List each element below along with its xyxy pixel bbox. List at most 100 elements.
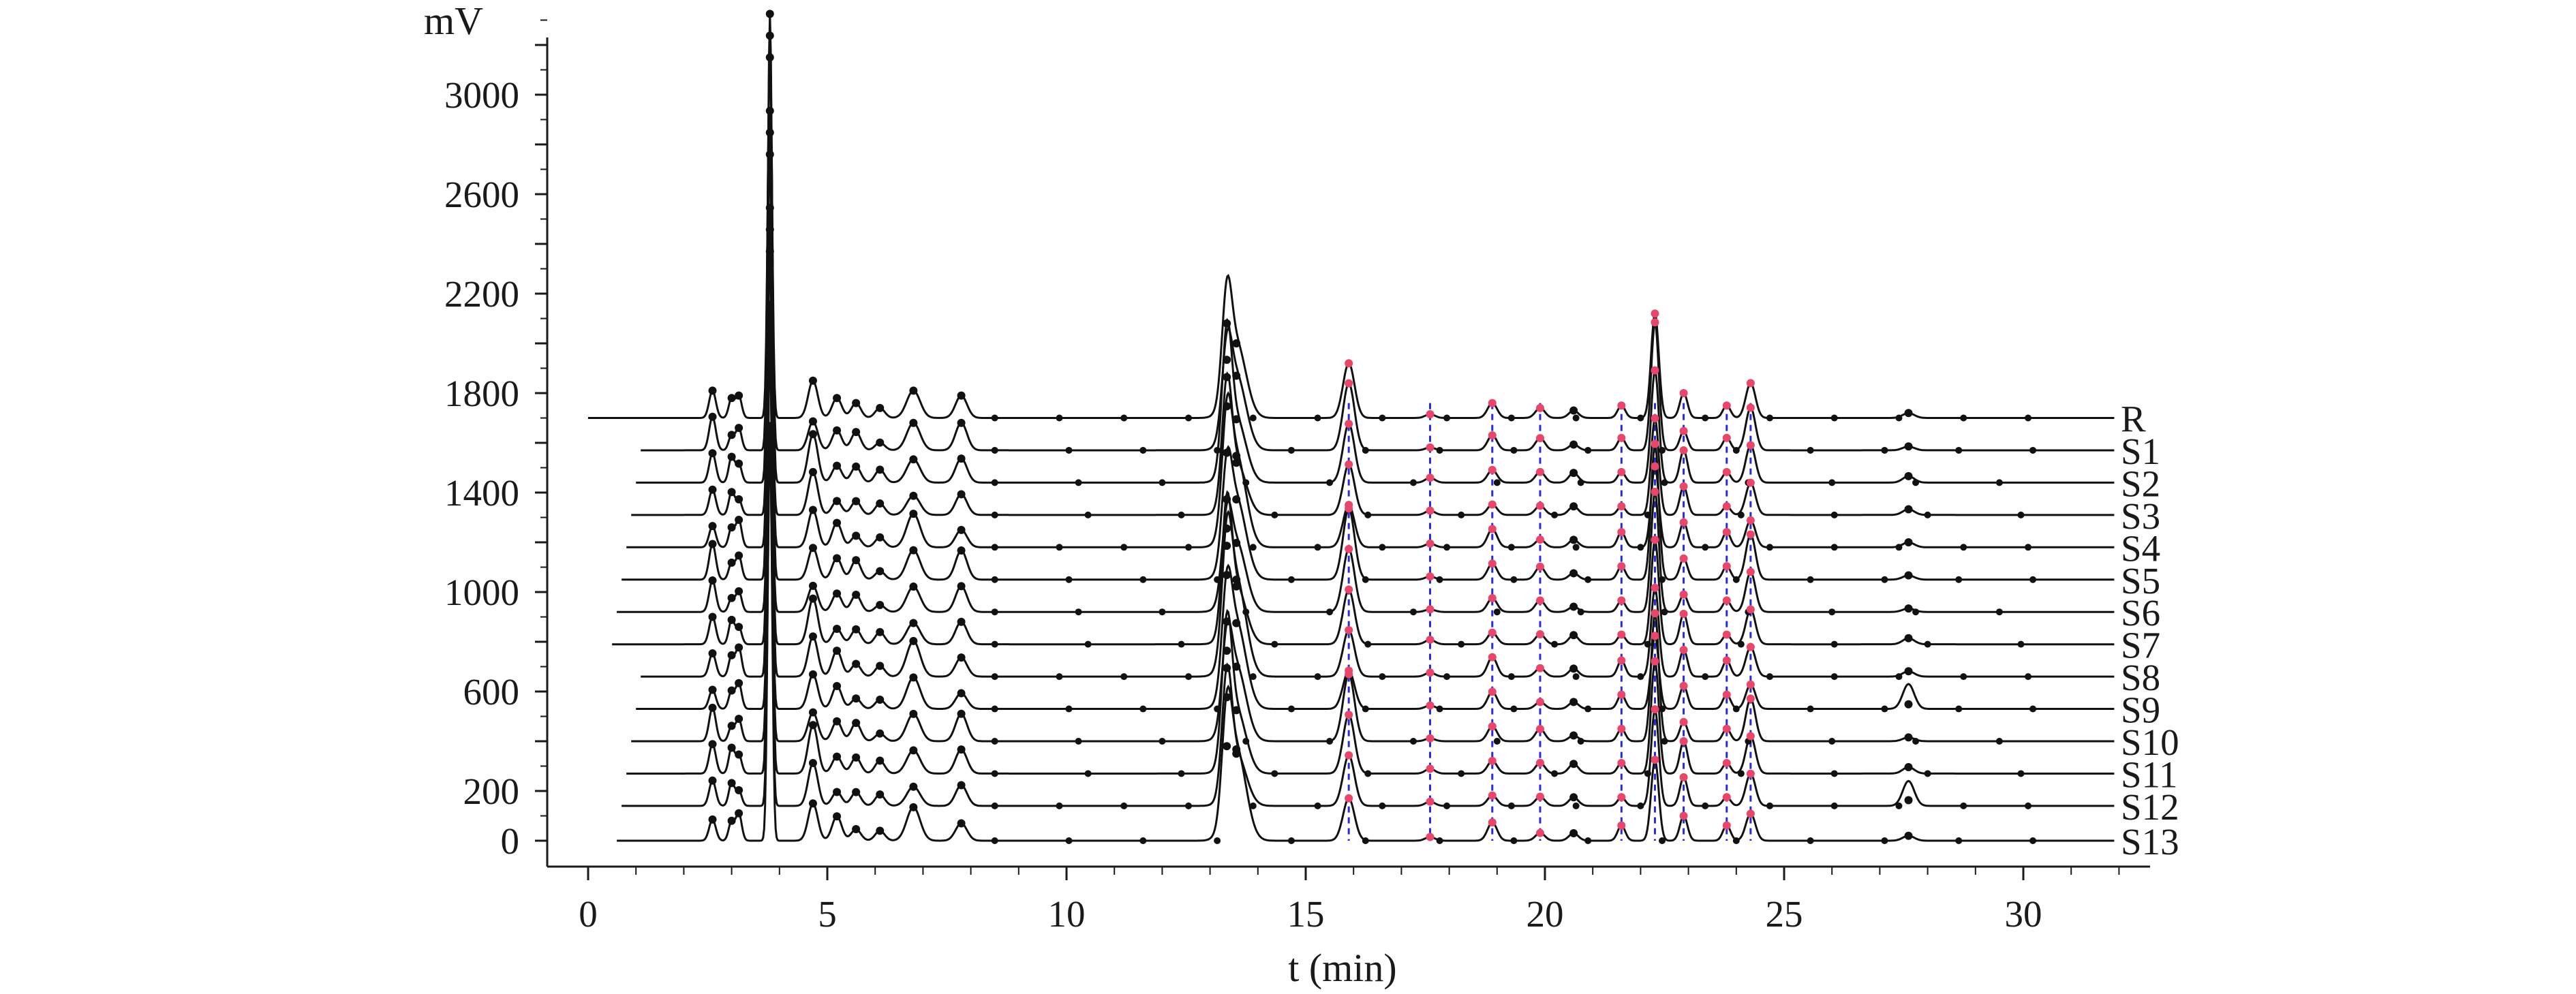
peak-marker: [808, 430, 817, 439]
series-label: S6: [2121, 592, 2160, 634]
common-peak-marker: [1488, 593, 1497, 602]
y-tick-label: 2200: [444, 273, 519, 315]
baseline-marker: [991, 608, 998, 616]
baseline-marker: [1287, 576, 1295, 583]
baseline-marker: [1955, 446, 1963, 454]
baseline-marker: [1249, 544, 1257, 551]
peak-marker: [852, 497, 861, 506]
peak-marker: [833, 497, 842, 506]
peak-marker: [1223, 448, 1231, 457]
peak-marker: [1232, 459, 1241, 467]
baseline-marker: [1443, 544, 1451, 551]
baseline-marker: [1409, 738, 1417, 745]
peak-marker: [765, 322, 774, 331]
common-peak-marker: [1426, 443, 1435, 452]
baseline-marker: [1830, 544, 1838, 551]
baseline-marker: [991, 802, 998, 809]
baseline-marker: [1737, 640, 1745, 648]
common-peak-marker: [1535, 698, 1544, 706]
common-peak-marker: [1488, 628, 1497, 637]
peak-marker: [1904, 471, 1913, 480]
peak-marker: [1223, 570, 1231, 579]
common-peak-marker: [1345, 420, 1353, 429]
common-peak-marker: [1679, 554, 1688, 563]
series-label: S13: [2121, 821, 2179, 863]
peak-marker: [1223, 402, 1231, 411]
common-peak-marker: [1746, 694, 1755, 703]
peak-marker: [727, 721, 736, 730]
baseline-marker: [1732, 576, 1740, 583]
peak-marker: [1569, 664, 1578, 673]
peak-marker: [1904, 538, 1913, 546]
baseline-marker: [1572, 802, 1580, 809]
common-peak-marker: [1679, 737, 1688, 745]
peak-marker: [765, 422, 774, 431]
peak-marker: [708, 576, 717, 585]
baseline-marker: [1139, 446, 1147, 454]
series-label: S1: [2121, 431, 2160, 472]
baseline-marker: [991, 576, 998, 583]
baseline-marker: [1584, 576, 1592, 583]
baseline-marker: [1551, 640, 1559, 648]
baseline-marker: [1637, 673, 1644, 681]
peak-marker: [957, 709, 966, 718]
peak-markers: [708, 10, 2037, 844]
peak-marker: [765, 31, 774, 40]
common-peak-marker: [1651, 632, 1659, 640]
common-peak-marker: [1746, 403, 1755, 412]
peak-marker: [876, 790, 885, 799]
peak-marker: [909, 782, 918, 791]
peak-marker: [735, 391, 743, 400]
common-peak-marker: [1345, 625, 1353, 634]
series-trace: [588, 57, 2115, 420]
peak-marker: [1232, 415, 1241, 424]
baseline-marker: [1178, 511, 1185, 518]
peak-marker: [833, 788, 842, 796]
peak-marker: [909, 491, 918, 500]
baseline-marker: [1249, 673, 1257, 681]
peak-marker: [909, 673, 918, 682]
baseline-marker: [1326, 479, 1334, 486]
common-peak-marker: [1535, 758, 1544, 767]
y-tick-label: 600: [463, 671, 520, 713]
baseline-marker: [1120, 673, 1128, 681]
common-peak-marker: [1651, 414, 1659, 423]
peak-marker: [708, 449, 717, 458]
peak-marker: [1223, 664, 1231, 672]
peak-marker: [765, 300, 774, 309]
baseline-marker: [1577, 738, 1584, 745]
baseline-marker: [1637, 802, 1644, 809]
series-label: S3: [2121, 495, 2160, 537]
common-peak-marker: [1651, 705, 1659, 714]
baseline-marker: [1637, 544, 1644, 551]
common-peak-marker: [1722, 433, 1731, 442]
peak-marker: [957, 819, 966, 828]
peak-marker: [1223, 742, 1231, 751]
peak-marker: [1904, 442, 1913, 451]
baseline-marker: [1881, 576, 1888, 583]
peak-marker: [808, 632, 817, 641]
common-peak-marker: [1345, 711, 1353, 719]
baseline-marker: [1120, 414, 1128, 422]
peak-marker: [1223, 542, 1231, 550]
peak-marker: [765, 106, 774, 115]
common-peak-marker: [1345, 670, 1353, 679]
baseline-marker: [991, 544, 998, 551]
common-peak-marker: [1746, 379, 1755, 388]
baseline-marker: [2017, 640, 2025, 648]
baseline-marker: [1551, 770, 1559, 777]
peak-marker: [765, 226, 774, 234]
peak-marker: [1904, 409, 1913, 418]
y-tick-label: 0: [501, 820, 520, 862]
peak-marker: [909, 636, 918, 645]
peak-marker: [1904, 700, 1913, 709]
baseline-marker: [1214, 446, 1221, 454]
y-tick-label: 1800: [444, 373, 519, 414]
common-peak-marker: [1345, 504, 1353, 513]
peak-marker: [808, 581, 817, 590]
peak-marker: [957, 546, 966, 555]
peak-marker: [852, 625, 861, 634]
peak-marker: [727, 816, 736, 825]
baseline-marker: [1159, 738, 1166, 745]
baseline-marker: [1287, 446, 1295, 454]
